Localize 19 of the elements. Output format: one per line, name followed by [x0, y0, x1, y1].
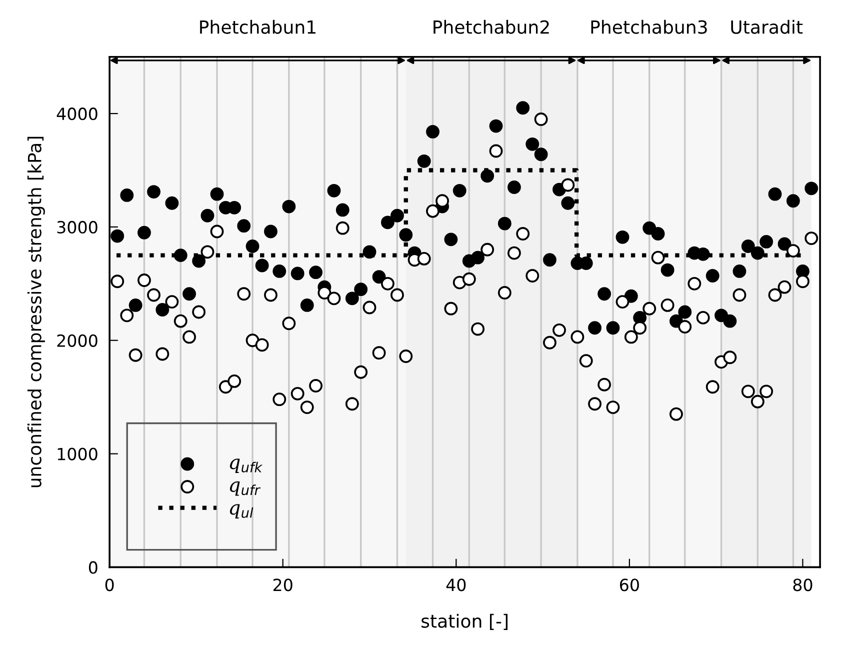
y-tick-label: 4000 — [56, 108, 98, 120]
legend-label: q$_{ufk}$ — [230, 458, 263, 474]
band-label: Phetchabun3 — [591, 20, 707, 34]
legend-label: q$_{ul}$ — [230, 504, 254, 519]
y-tick-label: 3000 — [57, 220, 98, 234]
y-tick-label: 2000 — [57, 334, 98, 347]
band-label: Phetchabun1 — [200, 20, 316, 34]
x-tick-label: 60 — [620, 578, 639, 592]
band-label: Phetchabun2 — [434, 20, 549, 34]
legend-label: q$_{ufr}$ — [230, 481, 261, 496]
band-label: Utaradit — [731, 20, 803, 34]
x-axis-title: station [-] — [422, 614, 508, 630]
x-tick-label: 40 — [446, 578, 466, 592]
y-tick-label: 1000 — [58, 448, 98, 460]
y-axis-title: unconfined compressive strength [kPa] — [27, 136, 45, 488]
y-tick-label: 0 — [88, 561, 98, 574]
x-tick-label: 0 — [105, 578, 114, 592]
x-tick-label: 80 — [793, 578, 812, 592]
x-tick-label: 20 — [273, 578, 292, 592]
